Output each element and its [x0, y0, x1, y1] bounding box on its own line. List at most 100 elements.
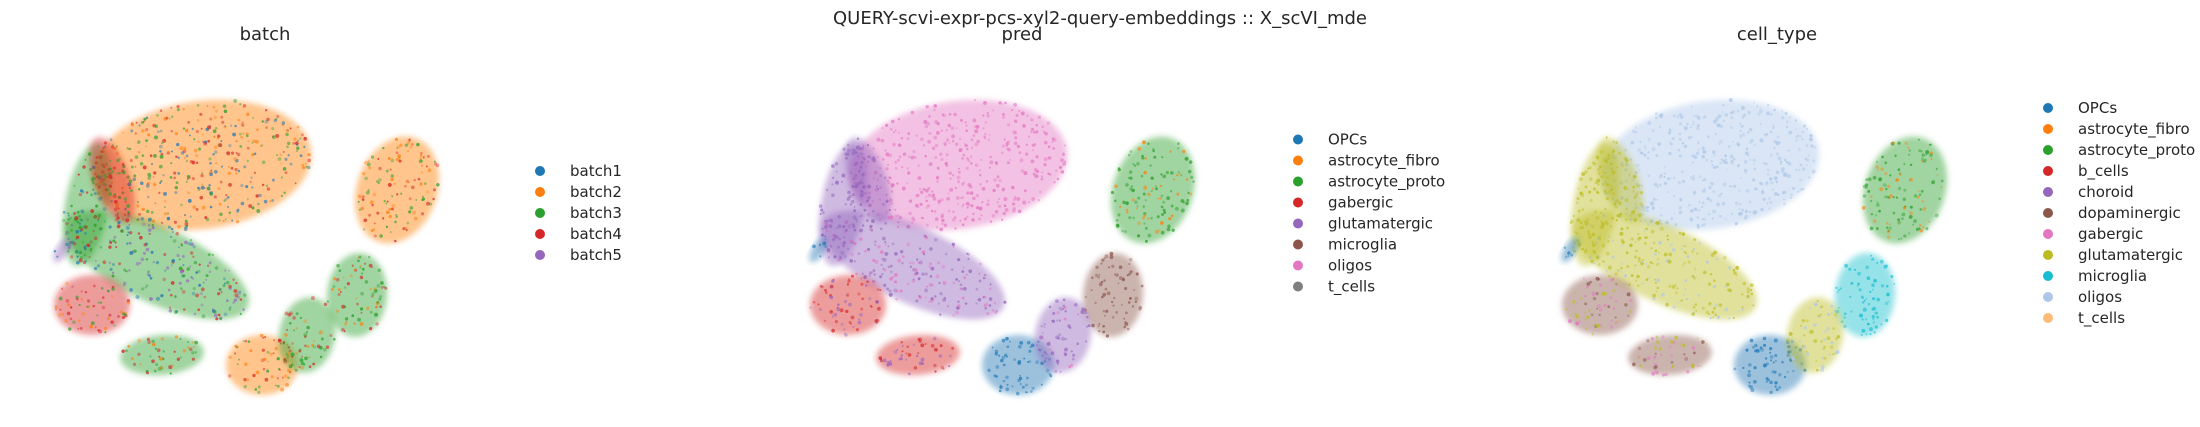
cell-point: [84, 158, 87, 161]
cell-point: [182, 149, 187, 154]
cell-point: [266, 369, 270, 373]
cell-point: [1652, 241, 1656, 245]
cell-point: [312, 345, 316, 349]
cell-point: [81, 240, 85, 244]
cell-point: [90, 193, 94, 197]
cell-point: [1605, 269, 1608, 272]
cell-point: [1774, 385, 1777, 388]
cell-point: [1600, 175, 1604, 179]
cell-point: [1697, 141, 1700, 145]
cell-point: [1048, 305, 1052, 309]
cell-point: [827, 219, 830, 223]
cell-point: [1031, 128, 1035, 131]
cluster-right-mid: [326, 253, 388, 337]
cell-point: [146, 195, 150, 199]
cell-point: [1712, 189, 1716, 194]
cell-point: [1705, 158, 1709, 162]
cell-point: [1668, 252, 1673, 257]
cell-point: [228, 144, 232, 148]
cell-point: [1030, 159, 1035, 164]
cell-point: [90, 321, 95, 326]
cell-point: [1718, 142, 1721, 145]
cell-point: [160, 294, 164, 298]
cell-point: [933, 237, 938, 242]
cell-point: [1634, 130, 1638, 134]
cell-point: [1670, 217, 1674, 220]
cell-point: [228, 154, 231, 157]
cell-point: [841, 173, 846, 178]
cell-point: [1621, 240, 1625, 244]
cell-point: [422, 156, 425, 159]
cell-point: [67, 246, 71, 250]
cell-point: [224, 218, 227, 221]
cell-point: [1625, 218, 1628, 221]
cell-point: [299, 137, 302, 140]
cell-point: [1719, 214, 1722, 218]
cell-point: [825, 188, 829, 192]
cell-point: [968, 185, 973, 189]
cell-point: [252, 373, 256, 378]
cell-point: [843, 299, 848, 304]
cell-point: [1920, 189, 1924, 193]
cluster-bottom-left: [876, 334, 960, 376]
cell-point: [276, 377, 280, 380]
cell-point: [1773, 108, 1776, 112]
cell-point: [228, 182, 232, 187]
cell-point: [933, 210, 937, 213]
cell-point: [1696, 124, 1700, 128]
cell-point: [155, 113, 159, 117]
cluster-blob: [89, 137, 135, 223]
cell-point: [387, 182, 392, 187]
cell-point: [1612, 140, 1615, 144]
cell-point: [263, 199, 268, 204]
cell-point: [286, 128, 289, 132]
cell-point: [1816, 300, 1819, 303]
cell-point: [1681, 232, 1686, 236]
cell-point: [965, 166, 969, 171]
cell-point: [1159, 184, 1163, 188]
cell-point: [88, 305, 91, 308]
cell-point: [1783, 198, 1785, 201]
cell-point: [353, 268, 356, 271]
cell-point: [175, 155, 178, 158]
cell-point: [1763, 162, 1766, 165]
cell-point: [927, 186, 931, 191]
cell-point: [201, 314, 206, 319]
cell-point: [1599, 150, 1604, 155]
cell-point: [1614, 272, 1618, 276]
cell-point: [147, 172, 151, 177]
cell-point: [928, 265, 931, 268]
cell-point: [1720, 192, 1723, 195]
cell-point: [256, 128, 259, 132]
cell-point: [58, 296, 63, 301]
cell-point: [1657, 262, 1661, 265]
cell-point: [1922, 160, 1925, 163]
cell-point: [56, 255, 59, 258]
cell-point: [65, 281, 69, 286]
cell-point: [1013, 358, 1017, 361]
cell-point: [1742, 281, 1747, 286]
cell-point: [1808, 176, 1811, 179]
cell-point: [214, 266, 219, 270]
cell-point: [149, 355, 152, 358]
cell-point: [1132, 163, 1135, 166]
cell-point: [1708, 313, 1711, 316]
cell-point: [385, 225, 389, 229]
cell-point: [1576, 197, 1580, 201]
cell-point: [206, 264, 210, 267]
cell-point: [379, 305, 382, 309]
cell-point: [972, 212, 975, 216]
cell-point: [246, 146, 250, 150]
cell-point: [1678, 132, 1682, 136]
cell-point: [184, 240, 188, 245]
cell-point: [1043, 157, 1048, 162]
cell-point: [1722, 119, 1725, 123]
cell-point: [1876, 201, 1879, 204]
cell-point: [1871, 297, 1876, 301]
cell-point: [1775, 388, 1779, 391]
cell-point: [1861, 318, 1864, 321]
cell-point: [1690, 105, 1693, 108]
cell-point: [988, 134, 991, 136]
cell-point: [1645, 278, 1649, 281]
cell-point: [276, 154, 278, 156]
